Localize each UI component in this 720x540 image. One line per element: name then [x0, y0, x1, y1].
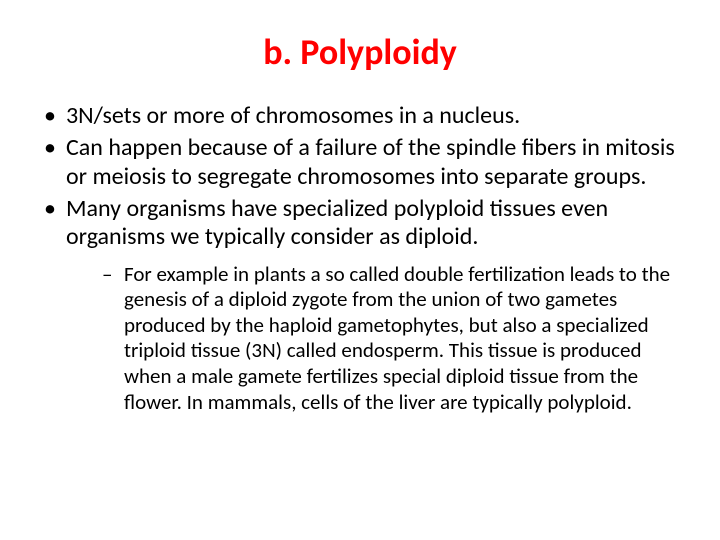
- bullet-item: 3N/sets or more of chromosomes in a nucl…: [44, 102, 690, 130]
- slide-title: b. Polyploidy: [30, 30, 690, 74]
- bullet-item: Can happen because of a failure of the s…: [44, 134, 690, 191]
- slide: b. Polyploidy 3N/sets or more of chromos…: [0, 0, 720, 540]
- bullet-text: Can happen because of a failure of the s…: [66, 133, 675, 190]
- bullet-text: 3N/sets or more of chromosomes in a nucl…: [66, 101, 520, 130]
- bullet-list: 3N/sets or more of chromosomes in a nucl…: [30, 102, 690, 415]
- sub-bullet-item: For example in plants a so called double…: [102, 262, 690, 416]
- bullet-item: Many organisms have specialized polyploi…: [44, 195, 690, 415]
- sub-bullet-list: For example in plants a so called double…: [66, 262, 690, 416]
- sub-bullet-text: For example in plants a so called double…: [124, 261, 670, 415]
- bullet-text: Many organisms have specialized polyploi…: [66, 194, 608, 251]
